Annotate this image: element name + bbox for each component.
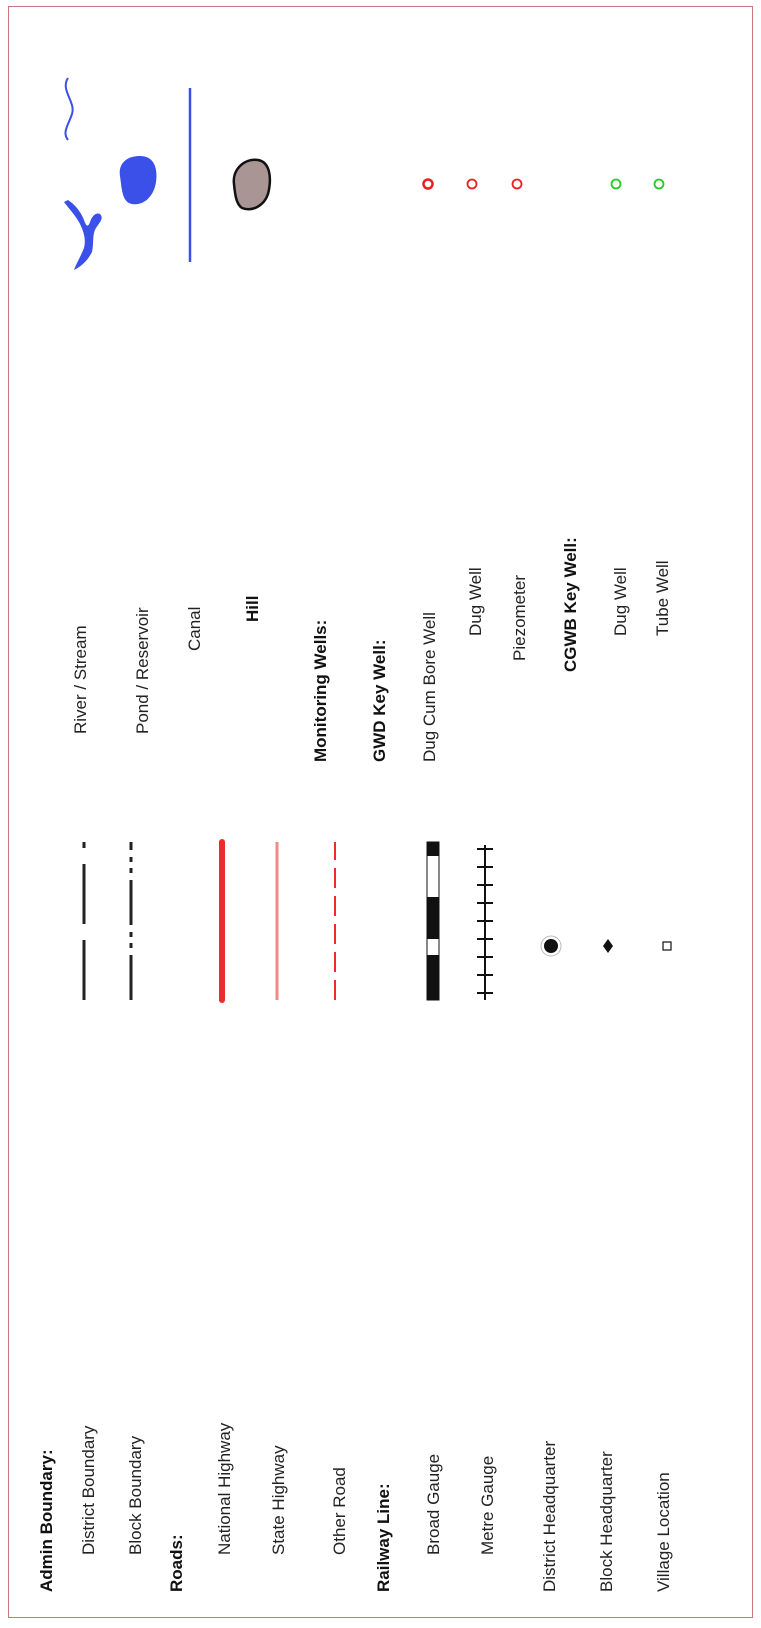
cgwb-dug-well-symbol [610, 178, 622, 190]
other-road-label: Other Road [330, 1467, 349, 1555]
district-boundary-label: District Boundary [79, 1425, 98, 1555]
cgwb-dug-well-label: Dug Well [611, 567, 630, 636]
block-headquarter-symbol [603, 939, 613, 953]
national-highway-label: National Highway [215, 1422, 234, 1555]
railway-line-header: Railway Line: [374, 1483, 393, 1592]
hill-label: Hill [243, 596, 262, 622]
tube-well-symbol [653, 178, 665, 190]
gwd-key-well-header: GWD Key Well: [370, 640, 389, 762]
roads-header: Roads: [167, 1534, 186, 1592]
broad-gauge-label: Broad Gauge [424, 1454, 443, 1555]
metre-gauge-label: Metre Gauge [478, 1456, 497, 1555]
state-highway-label: State Highway [269, 1445, 288, 1555]
tube-well-label: Tube Well [653, 560, 672, 636]
piezometer-symbol [511, 178, 523, 190]
block-boundary-label: Block Boundary [126, 1435, 145, 1555]
dug-cum-bore-well-symbol [422, 178, 434, 190]
river-stream-label: River / Stream [71, 625, 90, 734]
village-location-label: Village Location [654, 1472, 673, 1592]
legend-frame [8, 6, 753, 1618]
dug-cum-bore-well-label: Dug Cum Bore Well [420, 612, 439, 762]
river-stream-symbol [64, 77, 102, 270]
canal-label: Canal [185, 607, 204, 651]
gwd-dug-well-symbol [466, 178, 478, 190]
piezometer-label: Piezometer [510, 575, 529, 661]
block-headquarter-label: Block Headquarter [597, 1451, 616, 1592]
cgwb-key-well-header: CGWB Key Well: [561, 537, 580, 672]
broad-gauge-symbol [426, 841, 440, 1001]
admin-boundary-header: Admin Boundary: [37, 1449, 56, 1592]
district-headquarter-label: District Headquarter [540, 1440, 559, 1592]
monitoring-wells-header: Monitoring Wells: [311, 620, 330, 762]
hill-symbol [232, 158, 272, 211]
district-headquarter-symbol [540, 935, 562, 957]
village-location-symbol [662, 941, 672, 951]
metre-gauge-symbol [477, 845, 493, 1000]
gwd-dug-well-label: Dug Well [466, 567, 485, 636]
pond-reservoir-label: Pond / Reservoir [133, 607, 152, 734]
pond-reservoir-symbol [119, 156, 157, 205]
